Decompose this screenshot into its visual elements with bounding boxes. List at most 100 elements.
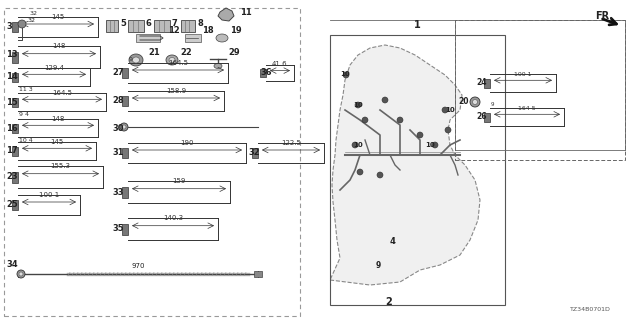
Text: 145: 145: [51, 139, 63, 145]
Text: 129.4: 129.4: [44, 65, 64, 71]
Bar: [12, 172, 18, 182]
Text: 10: 10: [445, 107, 455, 113]
Bar: [12, 73, 18, 82]
Bar: [154, 20, 170, 32]
Circle shape: [357, 169, 363, 175]
Bar: [122, 68, 128, 78]
Text: 9: 9: [491, 102, 495, 107]
Ellipse shape: [169, 58, 175, 62]
Text: 190: 190: [180, 140, 194, 146]
Text: 36: 36: [260, 68, 271, 77]
Circle shape: [432, 142, 438, 148]
Text: 25: 25: [6, 200, 18, 209]
Text: 164.5: 164.5: [168, 60, 188, 66]
Bar: [12, 52, 18, 62]
Text: 164 5: 164 5: [518, 106, 536, 111]
Text: 21: 21: [148, 48, 160, 57]
Bar: [122, 96, 128, 106]
Text: 122.5: 122.5: [281, 140, 301, 146]
Polygon shape: [330, 45, 480, 285]
Ellipse shape: [132, 57, 140, 63]
Text: 41.6: 41.6: [272, 61, 288, 68]
Bar: [12, 200, 18, 210]
Bar: [330, 35, 505, 305]
Bar: [122, 187, 128, 197]
Text: 11 3: 11 3: [19, 87, 33, 92]
Text: 28: 28: [112, 96, 124, 105]
Text: 32: 32: [248, 148, 260, 157]
Text: 145: 145: [51, 14, 65, 20]
Text: 8: 8: [197, 20, 203, 28]
Text: 148: 148: [51, 116, 65, 122]
Bar: [260, 69, 266, 77]
Circle shape: [19, 272, 23, 276]
Bar: [122, 148, 128, 158]
Text: 18: 18: [202, 26, 214, 35]
Bar: [12, 22, 18, 32]
Bar: [484, 78, 490, 87]
Ellipse shape: [214, 63, 222, 68]
Text: 29: 29: [228, 48, 239, 57]
Polygon shape: [218, 8, 234, 21]
Text: 24: 24: [476, 78, 486, 87]
Circle shape: [355, 102, 361, 108]
Text: 26: 26: [476, 112, 486, 121]
Bar: [106, 20, 118, 32]
Text: 33: 33: [112, 188, 124, 197]
Text: 3: 3: [6, 22, 12, 31]
Text: 164.5: 164.5: [52, 90, 72, 96]
Bar: [12, 98, 18, 107]
Circle shape: [445, 127, 451, 133]
Text: 10: 10: [340, 71, 350, 77]
Circle shape: [18, 20, 26, 28]
Circle shape: [122, 125, 126, 129]
Text: 16: 16: [6, 124, 18, 133]
Text: 14: 14: [6, 72, 18, 81]
Circle shape: [442, 107, 448, 113]
Text: 17: 17: [6, 146, 18, 155]
Ellipse shape: [166, 55, 178, 65]
Bar: [12, 124, 18, 132]
Text: 140.3: 140.3: [163, 215, 183, 221]
Text: 2: 2: [386, 297, 392, 307]
Bar: [484, 113, 490, 122]
Text: 158.9: 158.9: [166, 88, 186, 94]
Text: 100 1: 100 1: [39, 192, 59, 198]
Text: 20: 20: [458, 98, 468, 107]
Text: 23: 23: [6, 172, 18, 181]
Text: 10 4: 10 4: [19, 138, 33, 143]
Text: 22: 22: [180, 48, 192, 57]
Text: 159: 159: [172, 178, 186, 184]
Circle shape: [382, 97, 388, 103]
Text: 100 1: 100 1: [515, 72, 532, 77]
Circle shape: [343, 72, 349, 78]
Bar: [455, 20, 625, 160]
Bar: [185, 34, 201, 42]
Text: FR.: FR.: [595, 11, 613, 21]
Bar: [122, 223, 128, 235]
Text: 31: 31: [112, 148, 124, 157]
Ellipse shape: [216, 34, 228, 42]
Ellipse shape: [129, 54, 143, 66]
Text: 7: 7: [172, 20, 178, 28]
Bar: [254, 271, 262, 277]
Bar: [252, 148, 258, 158]
Bar: [181, 20, 195, 32]
Text: 155.3: 155.3: [51, 163, 70, 169]
Text: 9: 9: [376, 261, 381, 270]
Text: 11: 11: [240, 8, 252, 17]
Text: 6: 6: [146, 20, 152, 28]
Circle shape: [17, 270, 25, 278]
Text: 10: 10: [425, 142, 435, 148]
Text: 35: 35: [112, 224, 124, 233]
Circle shape: [362, 117, 368, 123]
Circle shape: [377, 172, 383, 178]
Text: 9: 9: [129, 57, 133, 62]
Text: 12: 12: [168, 26, 180, 35]
Text: 19: 19: [230, 26, 242, 35]
Text: 34: 34: [6, 260, 18, 269]
Text: 30: 30: [112, 124, 124, 133]
Text: 10: 10: [353, 142, 363, 148]
Text: 27: 27: [112, 68, 124, 77]
Text: 5: 5: [120, 20, 126, 28]
